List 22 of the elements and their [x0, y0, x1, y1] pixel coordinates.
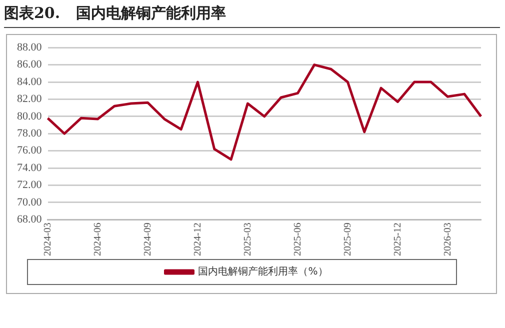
- x-tick-label: 2024-09: [142, 222, 154, 256]
- y-tick-label: 84.00: [17, 76, 42, 88]
- y-tick-label: 88.00: [17, 41, 42, 54]
- legend-label: 国内电解铜产能利用率（%）: [198, 266, 328, 278]
- x-tick-label: 2024-06: [92, 222, 104, 256]
- y-tick-label: 72.00: [17, 179, 42, 192]
- x-tick-label: 2025-03: [242, 222, 254, 256]
- x-tick-label: 2024-03: [42, 222, 54, 256]
- y-tick-label: 70.00: [17, 196, 42, 208]
- y-tick-label: 68.00: [17, 214, 42, 226]
- y-tick-label: 78.00: [17, 128, 42, 140]
- y-tick-label: 86.00: [17, 58, 42, 71]
- y-tick-label: 80.00: [17, 110, 42, 122]
- y-tick-label: 76.00: [17, 144, 42, 157]
- y-tick-label: 74.00: [17, 162, 42, 174]
- y-tick-label: 82.00: [17, 93, 42, 106]
- x-tick-label: 2024-12: [192, 222, 204, 256]
- x-tick-label: 2025-09: [342, 222, 354, 256]
- chart-title: 图表20. 国内电解铜产能利用率: [4, 4, 500, 28]
- x-tick-label: 2025-06: [292, 222, 304, 256]
- x-tick-label: 2025-12: [392, 222, 404, 256]
- x-tick-label: 2026-03: [442, 222, 454, 256]
